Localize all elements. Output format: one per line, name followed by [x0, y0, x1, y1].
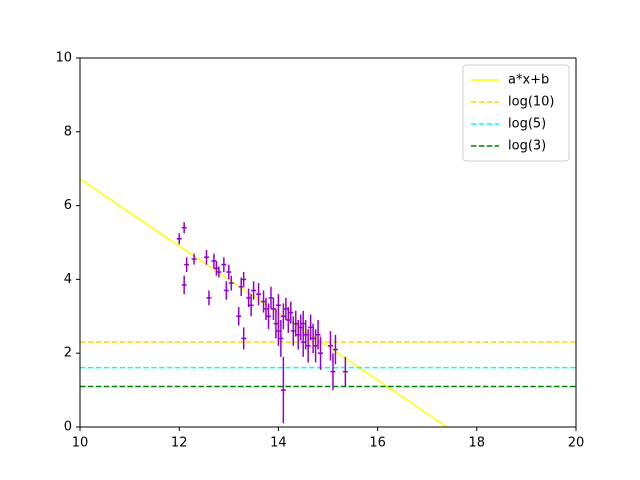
error-point [318, 336, 324, 370]
error-point [248, 294, 254, 317]
error-point [181, 275, 187, 295]
error-point [191, 253, 197, 265]
x-tick-label: 14 [270, 436, 287, 451]
x-tick-label: 12 [171, 436, 188, 451]
error-point [328, 331, 333, 361]
error-point [181, 222, 187, 234]
error-point [176, 233, 182, 245]
error-point [228, 275, 234, 291]
error-point [288, 301, 294, 324]
y-tick-label: 6 [64, 198, 72, 213]
error-point [204, 249, 209, 265]
legend-label: log(5) [508, 117, 546, 132]
error-point [211, 253, 217, 269]
legend-box [462, 64, 570, 162]
error-point [283, 297, 289, 320]
error-point [305, 329, 311, 363]
error-point [300, 310, 306, 337]
y-tick-label: 10 [55, 51, 72, 66]
error-point [308, 314, 314, 341]
error-point [315, 319, 321, 350]
error-point [290, 316, 296, 346]
error-point [280, 356, 286, 424]
error-point [275, 316, 281, 346]
error-point [241, 327, 247, 350]
error-point [223, 281, 229, 300]
error-point [268, 286, 274, 309]
x-tick-label: 20 [568, 436, 585, 451]
x-tick-label: 16 [369, 436, 386, 451]
error-point [184, 257, 190, 273]
error-point [293, 310, 299, 337]
error-point [298, 314, 304, 341]
legend-label: log(10) [508, 95, 555, 110]
error-point [251, 281, 257, 300]
legend-label: a*x+b [508, 73, 549, 88]
error-point [221, 257, 227, 273]
error-point [275, 294, 281, 317]
error-point [273, 308, 279, 339]
error-point [270, 297, 276, 320]
error-point [310, 323, 316, 354]
error-point [236, 307, 242, 326]
error-point [280, 303, 286, 330]
error-point [216, 266, 222, 278]
error-point [285, 307, 291, 333]
legend: a*x+b log(10) log(5) log(3) [462, 64, 570, 162]
error-point [246, 288, 252, 308]
error-point [332, 334, 338, 365]
error-point [330, 353, 336, 391]
error-point [213, 260, 219, 276]
axes-frame [79, 57, 577, 428]
error-point [256, 283, 262, 306]
error-point [206, 290, 212, 306]
x-tick-label: 10 [72, 436, 89, 451]
legend-label: log(3) [508, 139, 546, 154]
error-point [266, 303, 271, 330]
error-point [241, 272, 247, 287]
error-point [295, 319, 301, 350]
y-tick-label: 0 [64, 420, 72, 435]
y-tick-label: 2 [64, 346, 72, 361]
plot-area [80, 178, 576, 427]
error-point [278, 319, 284, 357]
error-point [303, 319, 309, 350]
y-tick-label: 8 [64, 124, 72, 139]
error-point [342, 356, 348, 387]
error-point [238, 277, 244, 297]
error-point [226, 264, 232, 280]
y-tick-label: 4 [64, 272, 72, 287]
x-tick-label: 18 [469, 436, 486, 451]
